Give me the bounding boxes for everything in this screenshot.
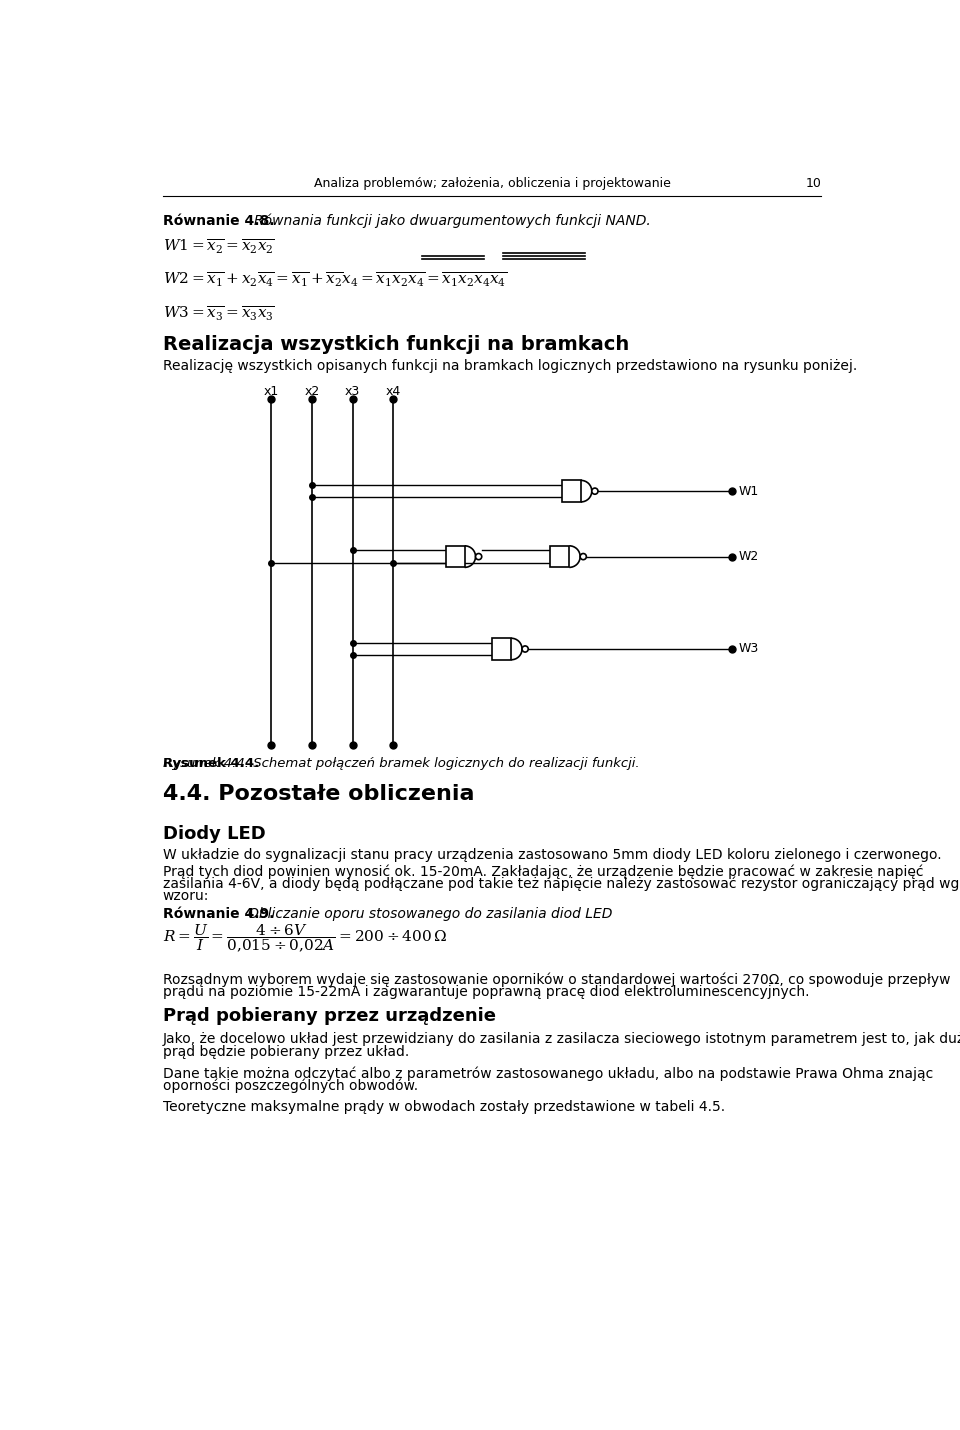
Text: 4.4. Pozostałe obliczenia: 4.4. Pozostałe obliczenia	[162, 784, 474, 804]
Text: W układzie do sygnalizacji stanu pracy urządzenia zastosowano 5mm diody LED kolo: W układzie do sygnalizacji stanu pracy u…	[162, 848, 941, 862]
Text: Jako, że docelowo układ jest przewidziany do zasilania z zasilacza sieciowego is: Jako, że docelowo układ jest przewidzian…	[162, 1032, 960, 1047]
Text: wzoru:: wzoru:	[162, 889, 209, 904]
Text: x2: x2	[304, 385, 320, 398]
Bar	[562, 480, 581, 502]
Text: W3: W3	[738, 642, 758, 655]
Text: Prąd pobierany przez urządzenie: Prąd pobierany przez urządzenie	[162, 1007, 495, 1025]
Text: $W3 = \overline{x_3} = \overline{x_3}\overline{x_3}$: $W3 = \overline{x_3} = \overline{x_3}\ov…	[162, 305, 275, 323]
Text: $W2 = \overline{x_1} + x_2\overline{x_4} = \overline{x_1} + \overline{x_2}x_4 = : $W2 = \overline{x_1} + x_2\overline{x_4}…	[162, 270, 507, 289]
Text: Rysunek 4.4.: Rysunek 4.4.	[162, 756, 259, 769]
Circle shape	[522, 646, 528, 652]
Text: Prąd tych diod powinien wynosić ok. 15-20mA. Zakładając, że urządzenie będzie pr: Prąd tych diod powinien wynosić ok. 15-2…	[162, 865, 924, 879]
Circle shape	[580, 553, 587, 559]
Text: x4: x4	[385, 385, 400, 398]
Text: oporności poszczególnych obwodów.: oporności poszczególnych obwodów.	[162, 1078, 418, 1093]
Text: prąd będzie pobierany przez układ.: prąd będzie pobierany przez układ.	[162, 1045, 409, 1058]
Text: Realizację wszystkich opisanych funkcji na bramkach logicznych przedstawiono na : Realizację wszystkich opisanych funkcji …	[162, 359, 857, 373]
Bar	[492, 638, 511, 659]
Text: Dane takie można odczytać albo z parametrów zastosowanego układu, albo na podsta: Dane takie można odczytać albo z paramet…	[162, 1067, 933, 1081]
Text: Realizacja wszystkich funkcji na bramkach: Realizacja wszystkich funkcji na bramkac…	[162, 335, 629, 353]
Text: W1: W1	[738, 485, 758, 498]
Text: Równanie 4.8.: Równanie 4.8.	[162, 214, 275, 227]
Text: Rysunek 4.4. Schemat połączeń bramek logicznych do realizacji funkcji.: Rysunek 4.4. Schemat połączeń bramek log…	[162, 756, 639, 769]
Text: x3: x3	[345, 385, 360, 398]
Text: W2: W2	[738, 551, 758, 563]
Text: Teoretyczne maksymalne prądy w obwodach zostały przedstawione w tabeli 4.5.: Teoretyczne maksymalne prądy w obwodach …	[162, 1100, 725, 1114]
Text: Obliczanie oporu stosowanego do zasilania diod LED: Obliczanie oporu stosowanego do zasilani…	[248, 907, 612, 921]
Text: x1: x1	[263, 385, 278, 398]
Text: Równanie 4.9.: Równanie 4.9.	[162, 907, 274, 921]
Text: 10: 10	[805, 177, 822, 190]
Circle shape	[475, 553, 482, 559]
Text: Analiza problemów; założenia, obliczenia i projektowanie: Analiza problemów; założenia, obliczenia…	[314, 177, 670, 190]
Circle shape	[591, 488, 598, 495]
Text: Diody LED: Diody LED	[162, 825, 265, 842]
Bar	[550, 546, 569, 568]
Text: $W1 = \overline{x_2} = \overline{x_2}\overline{x_2}$: $W1 = \overline{x_2} = \overline{x_2}\ov…	[162, 237, 275, 256]
Text: zasilania 4-6V, a diody będą podłączane pod takie też napięcie należy zastosować: zasilania 4-6V, a diody będą podłączane …	[162, 877, 959, 891]
Text: prądu na poziomie 15-22mA i zagwarantuje poprawną pracę diod elektroluminescency: prądu na poziomie 15-22mA i zagwarantuje…	[162, 985, 809, 998]
Bar	[445, 546, 465, 568]
Text: Równania funkcji jako dwuargumentowych funkcji NAND.: Równania funkcji jako dwuargumentowych f…	[254, 214, 651, 229]
Text: $R = \dfrac{U}{I} = \dfrac{4 \div 6V}{0{,}015 \div 0{,}02A} = 200 \div 400\,\Ome: $R = \dfrac{U}{I} = \dfrac{4 \div 6V}{0{…	[162, 922, 446, 955]
Text: Rozsądnym wyborem wydaje się zastosowanie oporników o standardowej wartości 270Ω: Rozsądnym wyborem wydaje się zastosowani…	[162, 972, 950, 987]
